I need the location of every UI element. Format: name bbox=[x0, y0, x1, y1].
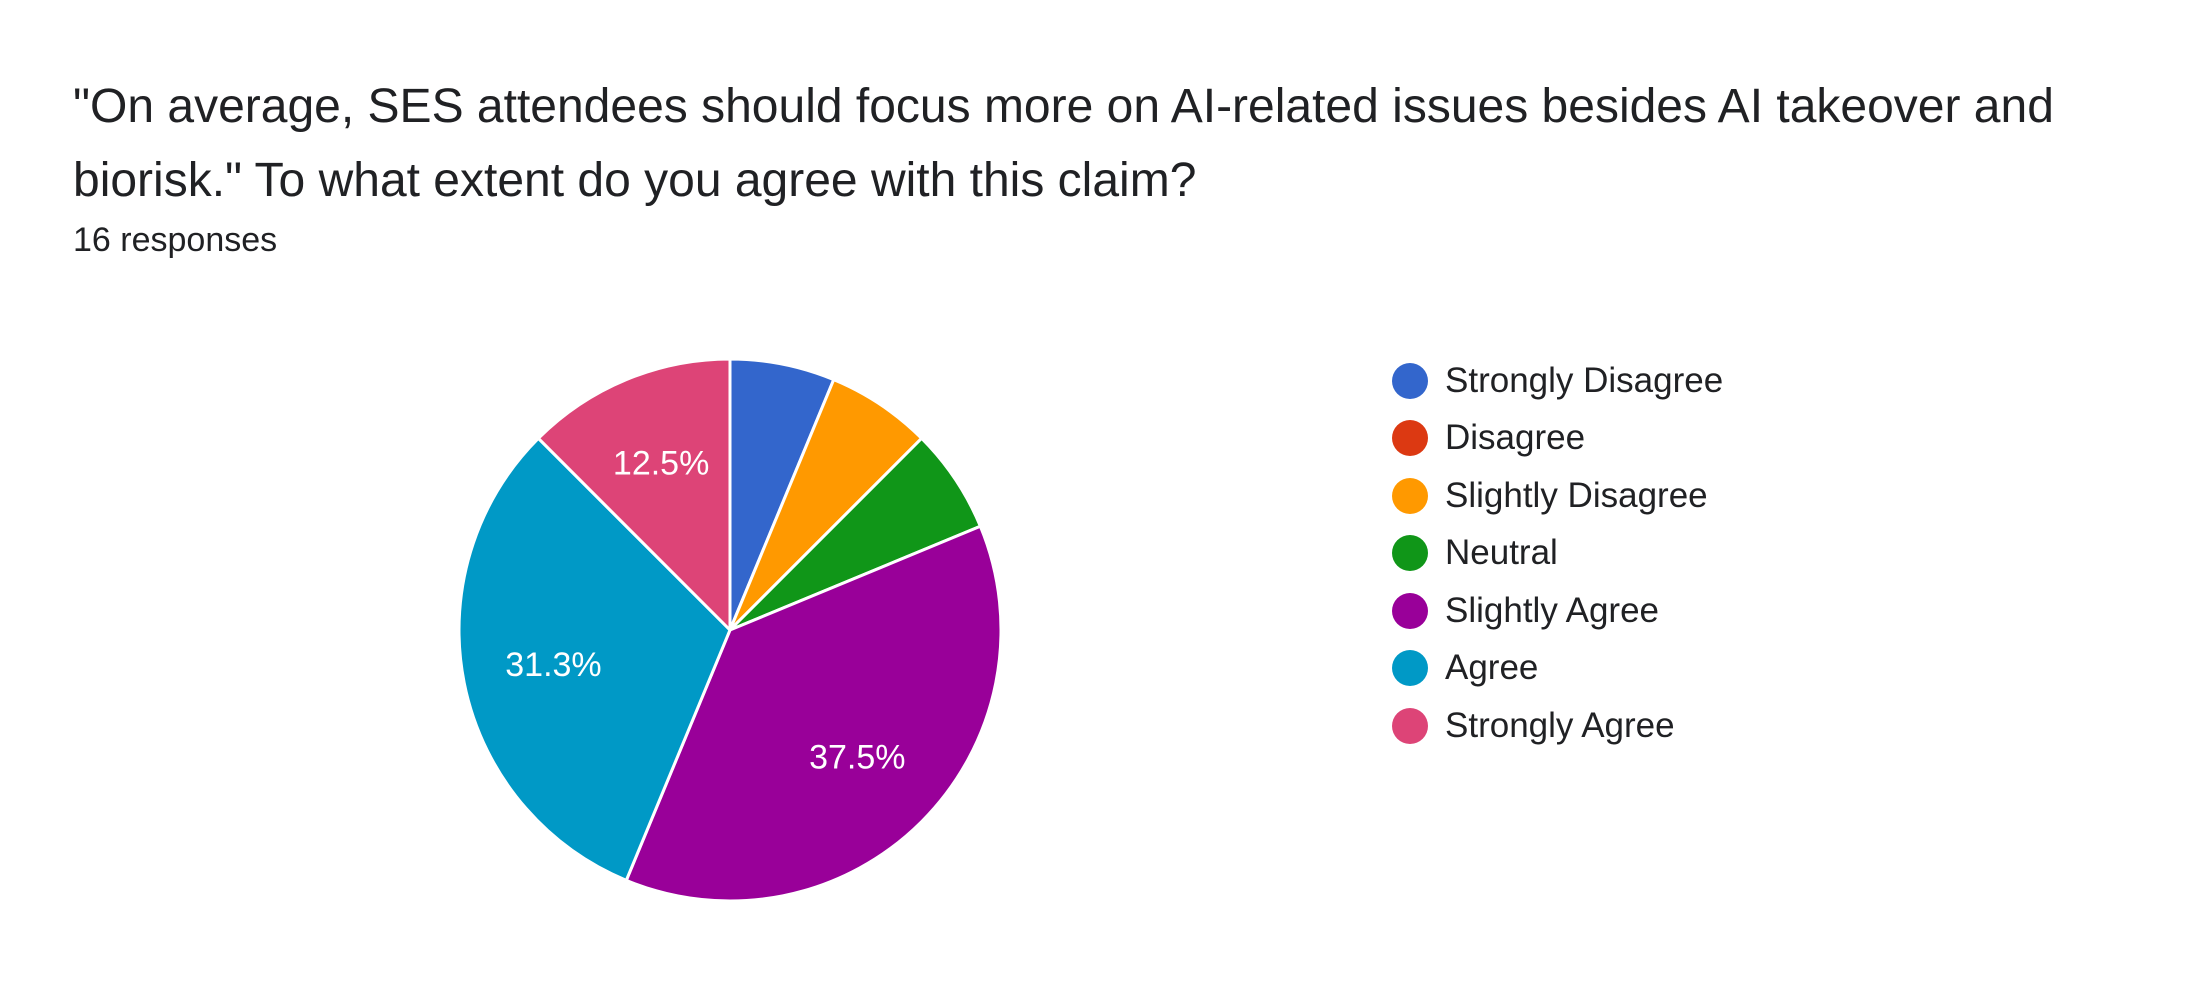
legend-swatch bbox=[1392, 362, 1428, 399]
legend-label: Disagree bbox=[1445, 418, 1586, 458]
legend-label: Slightly Disagree bbox=[1445, 475, 1708, 515]
legend-swatch bbox=[1392, 707, 1428, 744]
chart-legend: Strongly Disagree Disagree Slightly Disagr… bbox=[1392, 352, 1723, 755]
legend-item-neutral[interactable]: Neutral bbox=[1392, 525, 1723, 583]
legend-swatch bbox=[1392, 535, 1428, 572]
pie-slice-strongly-agree[interactable] bbox=[536, 357, 732, 632]
legend-label: Strongly Agree bbox=[1445, 705, 1675, 745]
pie-slice-slightly-agree[interactable] bbox=[624, 524, 1003, 903]
response-count: 16 responses bbox=[73, 221, 278, 259]
legend-item-slightly-disagree[interactable]: Slightly Disagree bbox=[1392, 467, 1723, 525]
legend-item-slightly-agree[interactable]: Slightly Agree bbox=[1392, 582, 1723, 640]
question-title: "On average, SES attendees should focus … bbox=[73, 80, 2054, 207]
legend-item-agree[interactable]: Agree bbox=[1392, 640, 1723, 698]
legend-swatch bbox=[1392, 477, 1428, 514]
pie-slices bbox=[457, 357, 1003, 903]
legend-label: Slightly Agree bbox=[1445, 590, 1660, 630]
legend-swatch bbox=[1392, 420, 1428, 457]
pie-label-slightly-agree: 37.5% bbox=[809, 738, 905, 776]
legend-label: Agree bbox=[1445, 648, 1539, 688]
legend-item-strongly-disagree[interactable]: Strongly Disagree bbox=[1392, 352, 1723, 410]
pie-label-agree: 31.3% bbox=[505, 646, 601, 684]
legend-label: Neutral bbox=[1445, 533, 1558, 573]
pie-slice-agree[interactable] bbox=[457, 436, 732, 882]
pie-labels: 37.5% 31.3% 12.5% bbox=[505, 445, 905, 777]
pie-label-strongly-agree: 12.5% bbox=[613, 445, 709, 483]
legend-item-disagree[interactable]: Disagree bbox=[1392, 410, 1723, 468]
legend-swatch bbox=[1392, 650, 1428, 687]
legend-swatch bbox=[1392, 592, 1428, 629]
legend-label: Strongly Disagree bbox=[1445, 360, 1724, 400]
legend-item-strongly-agree[interactable]: Strongly Agree bbox=[1392, 697, 1723, 755]
